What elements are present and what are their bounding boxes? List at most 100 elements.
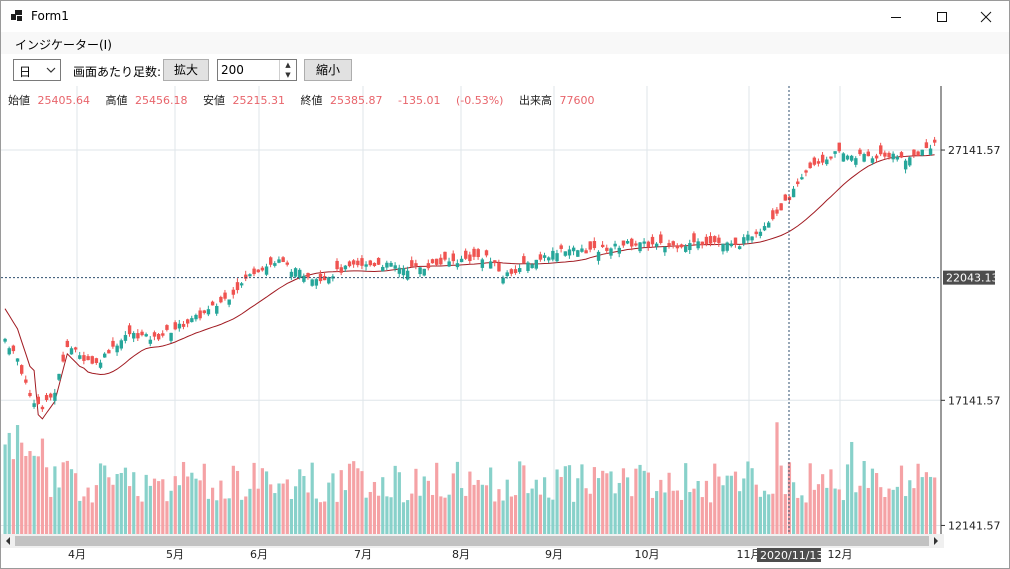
candle-body [339,267,343,273]
crosshair-date-label: 2020/11/13 [760,549,823,562]
zoom-out-button[interactable]: 縮小 [304,59,352,81]
volume-bar [435,462,439,534]
candle-body [704,236,709,245]
volume-bar [800,495,804,534]
volume-bar [796,497,800,534]
volume-bar [497,489,501,534]
volume-bar [368,491,372,534]
volume-bar [464,495,468,534]
volume-bar [3,444,7,534]
volume-bar [875,473,879,534]
volume-bar [285,479,289,534]
volume-bar [825,487,829,534]
candle-body [372,262,377,266]
volume-bar [231,465,235,534]
volume-bar [260,468,264,534]
scroll-right-icon[interactable] [934,537,938,545]
minimize-button[interactable] [873,1,919,32]
zoom-in-button[interactable]: 拡大 [163,59,209,81]
period-select[interactable]: 日 [13,59,61,81]
volume-bar [115,474,119,534]
candle-body [343,265,348,270]
candle-body [530,264,534,268]
candle-body [684,246,688,252]
volume-bar [94,485,98,534]
candle-body [439,257,443,265]
volume-bar [621,468,626,534]
candlestick-chart[interactable]: 4月 5月 6月 7月 8月 9月 10月 11月 12月 27141.57 17141.57 121… [1,86,1009,568]
volume-bar [418,495,422,534]
volume-bar [173,476,177,534]
candle-body [804,170,808,173]
volume-bar [410,493,414,534]
candle-body [472,248,476,257]
candle-body [630,238,634,247]
candle-body [497,262,501,272]
maximize-button[interactable] [919,1,965,32]
candle-body [501,277,505,284]
candle-body [198,310,202,319]
candle-body [156,333,161,340]
candle-body [659,234,663,244]
close-button[interactable] [963,1,1009,32]
high-value: 25456.18 [135,94,188,107]
candle-body [908,157,912,166]
candle-body [841,153,846,162]
candle-body [223,292,227,299]
candle-body [912,149,916,156]
volume-bar [327,482,331,534]
candle-body [816,161,821,164]
scroll-left-icon[interactable] [6,537,10,545]
volume-bar [169,490,173,534]
candle-body [327,277,331,284]
volume-bar [779,465,783,534]
bar-count-input[interactable]: 200 ▲ ▼ [217,59,297,81]
volume-bar [924,472,928,534]
volume-bar [264,471,269,534]
candle-body [219,296,223,303]
spin-down-icon[interactable]: ▼ [285,71,291,79]
volume-bar [650,497,655,534]
volume-bar [858,485,862,534]
candle-body [194,314,198,320]
volume-bar [252,462,256,534]
volume-bar [455,461,460,534]
candle-body [505,272,509,277]
spin-up-icon[interactable]: ▲ [285,61,291,69]
candle-body [82,355,86,361]
menu-indicator[interactable]: インジケーター(I) [15,38,112,52]
volume-bar [551,499,555,534]
volume-bar [547,497,551,534]
volume-bar [98,463,103,534]
candle-body [700,241,704,245]
volume-bar [891,489,895,534]
volume-bar [899,465,904,534]
candle-body [488,261,493,269]
volume-value: 77600 [559,94,595,107]
volume-bar [323,501,327,534]
volume-bar [152,478,157,534]
volume-bar [181,461,186,534]
candle-body [227,299,231,305]
candle-body [571,247,576,252]
candle-body [256,269,260,273]
candle-body [903,160,908,170]
candle-body [650,236,655,245]
candle-body [111,340,115,347]
candle-body [708,236,713,244]
volume-bar [580,464,584,534]
candle-body [742,237,746,244]
volume-bar [281,483,285,534]
chart-area[interactable]: 4月 5月 6月 7月 8月 9月 10月 11月 12月 27141.57 17141.57 121… [1,86,1009,568]
volume-bar [49,496,53,534]
candle-body [812,157,817,165]
candle-body [883,152,887,157]
candle-body [107,350,111,354]
candle-body [717,237,721,243]
candle-body [609,248,613,256]
month-label: 4月 [68,548,86,561]
bar-count-spinner[interactable]: ▲ ▼ [279,60,296,80]
scrollbar-thumb[interactable] [15,536,929,546]
window-title: Form1 [31,9,69,23]
